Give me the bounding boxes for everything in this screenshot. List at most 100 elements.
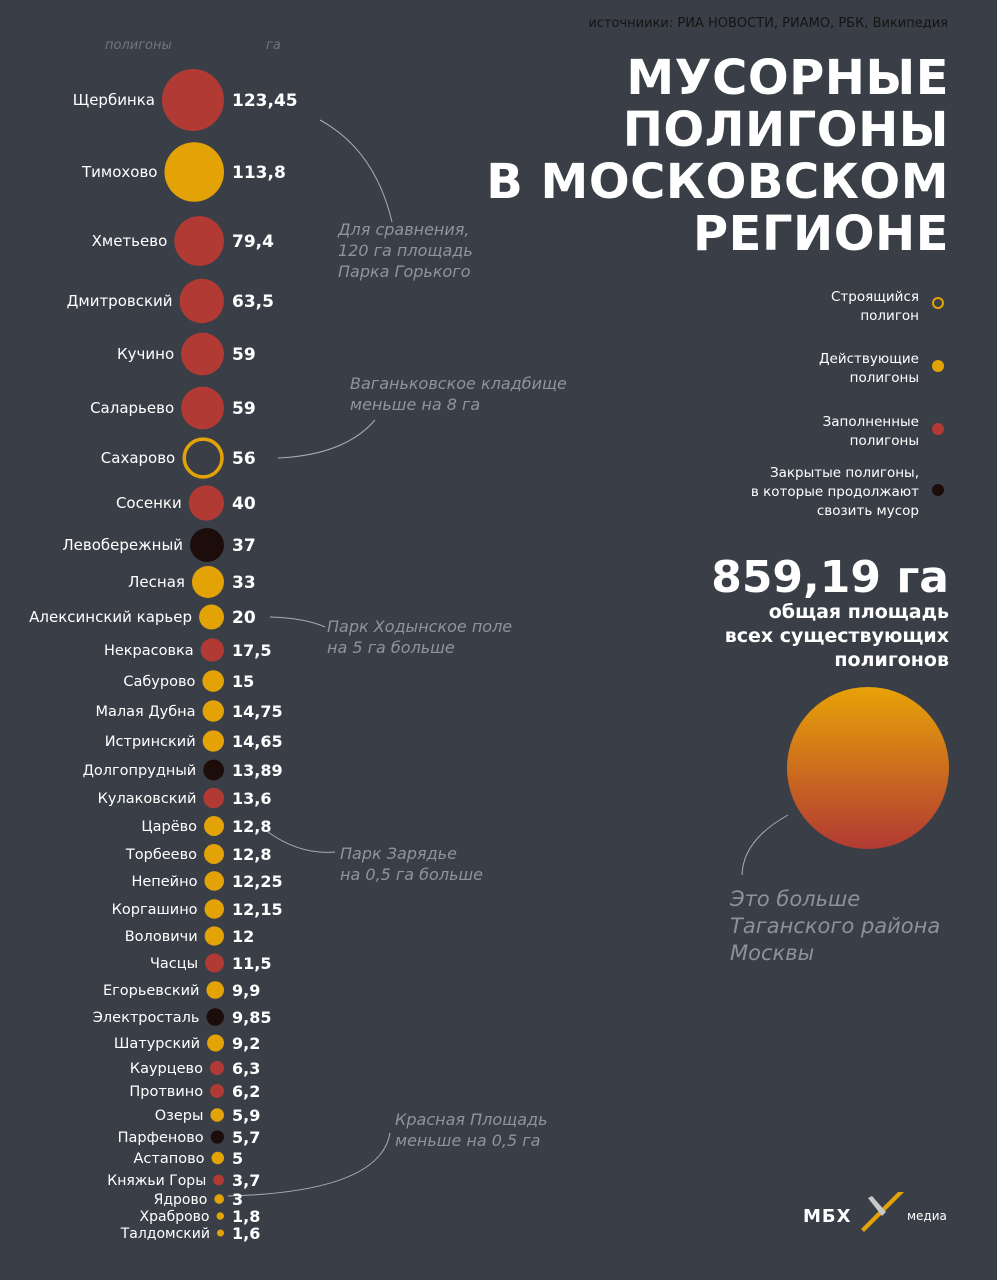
bubble-value-label: 12	[232, 927, 254, 946]
legend-filled-marker	[932, 423, 944, 435]
bubble-name-label: Кучино	[117, 345, 174, 363]
bubble-value-label: 113,8	[232, 163, 286, 183]
bubble-0	[162, 69, 224, 131]
bubble-name-label: Коргашино	[112, 902, 198, 918]
total-bubble	[787, 687, 949, 849]
bubble-name-label: Сабурово	[123, 674, 195, 690]
bubble-34	[216, 1229, 224, 1237]
bubble-value-label: 12,8	[232, 845, 271, 864]
bubble-name-label: Каурцево	[130, 1061, 203, 1077]
annotation-connector	[267, 831, 336, 853]
logo-x-icon	[861, 1192, 904, 1232]
bubble-30	[211, 1151, 224, 1165]
bubble-name-label: Астапово	[134, 1151, 205, 1167]
bubble-name-label: Егорьевский	[103, 983, 199, 999]
title-line: ПОЛИГОНЫ	[622, 102, 949, 158]
bubble-5	[181, 386, 224, 430]
bubble-name-label: Воловичи	[125, 929, 198, 945]
bubble-1	[164, 142, 225, 202]
bubble-name-label: Алексинский карьер	[29, 608, 192, 626]
bubble-name-label: Кулаковский	[98, 791, 197, 807]
bubble-27	[210, 1084, 224, 1098]
bubble-value-label: 14,75	[232, 702, 283, 721]
legend-closed-marker	[932, 484, 944, 496]
bubble-value-label: 37	[232, 536, 256, 556]
logo-text: МБХ	[803, 1206, 852, 1227]
bubble-name-label: Долгопрудный	[83, 763, 197, 779]
bubble-22	[205, 953, 224, 973]
bubble-16	[203, 787, 224, 809]
bubble-8	[190, 528, 224, 562]
bubble-name-label: Малая Дубна	[95, 704, 195, 720]
bubble-name-label: Саларьево	[90, 399, 174, 417]
bubble-value-label: 9,9	[232, 981, 260, 1000]
bubble-11	[200, 638, 225, 662]
title-line: МУСОРНЫЕ	[626, 50, 949, 106]
bubble-21	[204, 926, 224, 946]
bubble-value-label: 13,89	[232, 761, 283, 780]
bubble-13	[202, 700, 224, 722]
annotation-zaryadye: Парк Зарядье на 0,5 га больше	[340, 844, 483, 884]
bubble-33	[216, 1212, 224, 1220]
annotation-connector	[269, 616, 326, 628]
total-comparison-note: Это больше Таганского района Москвы	[730, 887, 941, 965]
bubble-value-label: 12,15	[232, 900, 283, 919]
legend-building-marker	[932, 297, 944, 309]
bubble-value-label: 1,8	[232, 1207, 260, 1226]
bubble-32	[214, 1194, 225, 1204]
bubble-14	[202, 730, 224, 752]
bubble-28	[210, 1108, 224, 1122]
bubble-value-label: 3,7	[232, 1171, 260, 1190]
bubble-value-label: 123,45	[232, 91, 298, 111]
bubble-2	[174, 216, 224, 266]
bubble-name-label: Ядрово	[154, 1192, 208, 1208]
annotation-connector	[319, 119, 393, 223]
bubble-value-label: 33	[232, 573, 256, 593]
bubble-value-label: 5,9	[232, 1106, 260, 1125]
bubble-value-label: 6,2	[232, 1082, 260, 1101]
total-area-description: общая площадь всех существующих полигонов	[724, 601, 949, 671]
bubble-value-label: 9,2	[232, 1034, 260, 1053]
bubble-value-label: 3	[232, 1190, 243, 1209]
bubble-7	[188, 485, 224, 521]
bubble-value-label: 6,3	[232, 1059, 260, 1078]
bubble-value-label: 9,85	[232, 1008, 271, 1027]
bubble-value-label: 12,8	[232, 817, 271, 836]
bubble-name-label: Талдомский	[120, 1226, 210, 1242]
annotation-red-square: Красная Площадь меньше на 0,5 га	[395, 1110, 548, 1150]
bubble-29	[210, 1130, 224, 1144]
bubble-17	[204, 816, 224, 836]
bubble-31	[213, 1174, 224, 1186]
annotation-khodynka: Парк Ходынское поле на 5 га больше	[327, 617, 513, 657]
bubble-value-label: 79,4	[232, 232, 274, 252]
bubble-value-label: 15	[232, 672, 254, 691]
bubble-9	[191, 565, 224, 599]
annotation-connector	[277, 419, 376, 459]
column-header-unit: га	[266, 38, 281, 53]
bubble-name-label: Хметьево	[92, 232, 168, 250]
bubble-name-label: Сахарово	[101, 449, 175, 467]
bubble-name-label: Протвино	[129, 1084, 203, 1100]
bubble-value-label: 40	[232, 494, 256, 514]
bubble-name-label: Тимохово	[81, 163, 157, 181]
bubble-value-label: 13,6	[232, 789, 271, 808]
bubble-name-label: Щербинка	[73, 91, 155, 109]
bubble-6	[182, 437, 224, 479]
bubble-value-label: 14,65	[232, 732, 283, 751]
bubble-name-label: Шатурский	[114, 1036, 200, 1052]
legend-closed-label: Закрытые полигоны, в которые продолжают св…	[750, 465, 919, 519]
bubble-20	[204, 899, 224, 919]
bubble-19	[204, 871, 224, 891]
bubble-name-label: Лесная	[128, 573, 185, 591]
total-area-value: 859,19 га	[711, 552, 949, 603]
logo-media-text: медиа	[907, 1209, 947, 1223]
bubble-value-label: 56	[232, 449, 256, 469]
bubble-12	[202, 670, 224, 692]
bubble-series: Щербинка 123,45 Тимохово 113,8 Хметьево 79,4 Д…	[29, 69, 949, 1243]
bubble-value-label: 12,25	[232, 872, 283, 891]
bubble-10	[199, 604, 224, 630]
bubble-25	[207, 1034, 224, 1052]
legend-building-label: Строящийся полигон	[830, 289, 919, 324]
bubble-4	[181, 332, 224, 376]
annotation-connector	[227, 1132, 391, 1197]
